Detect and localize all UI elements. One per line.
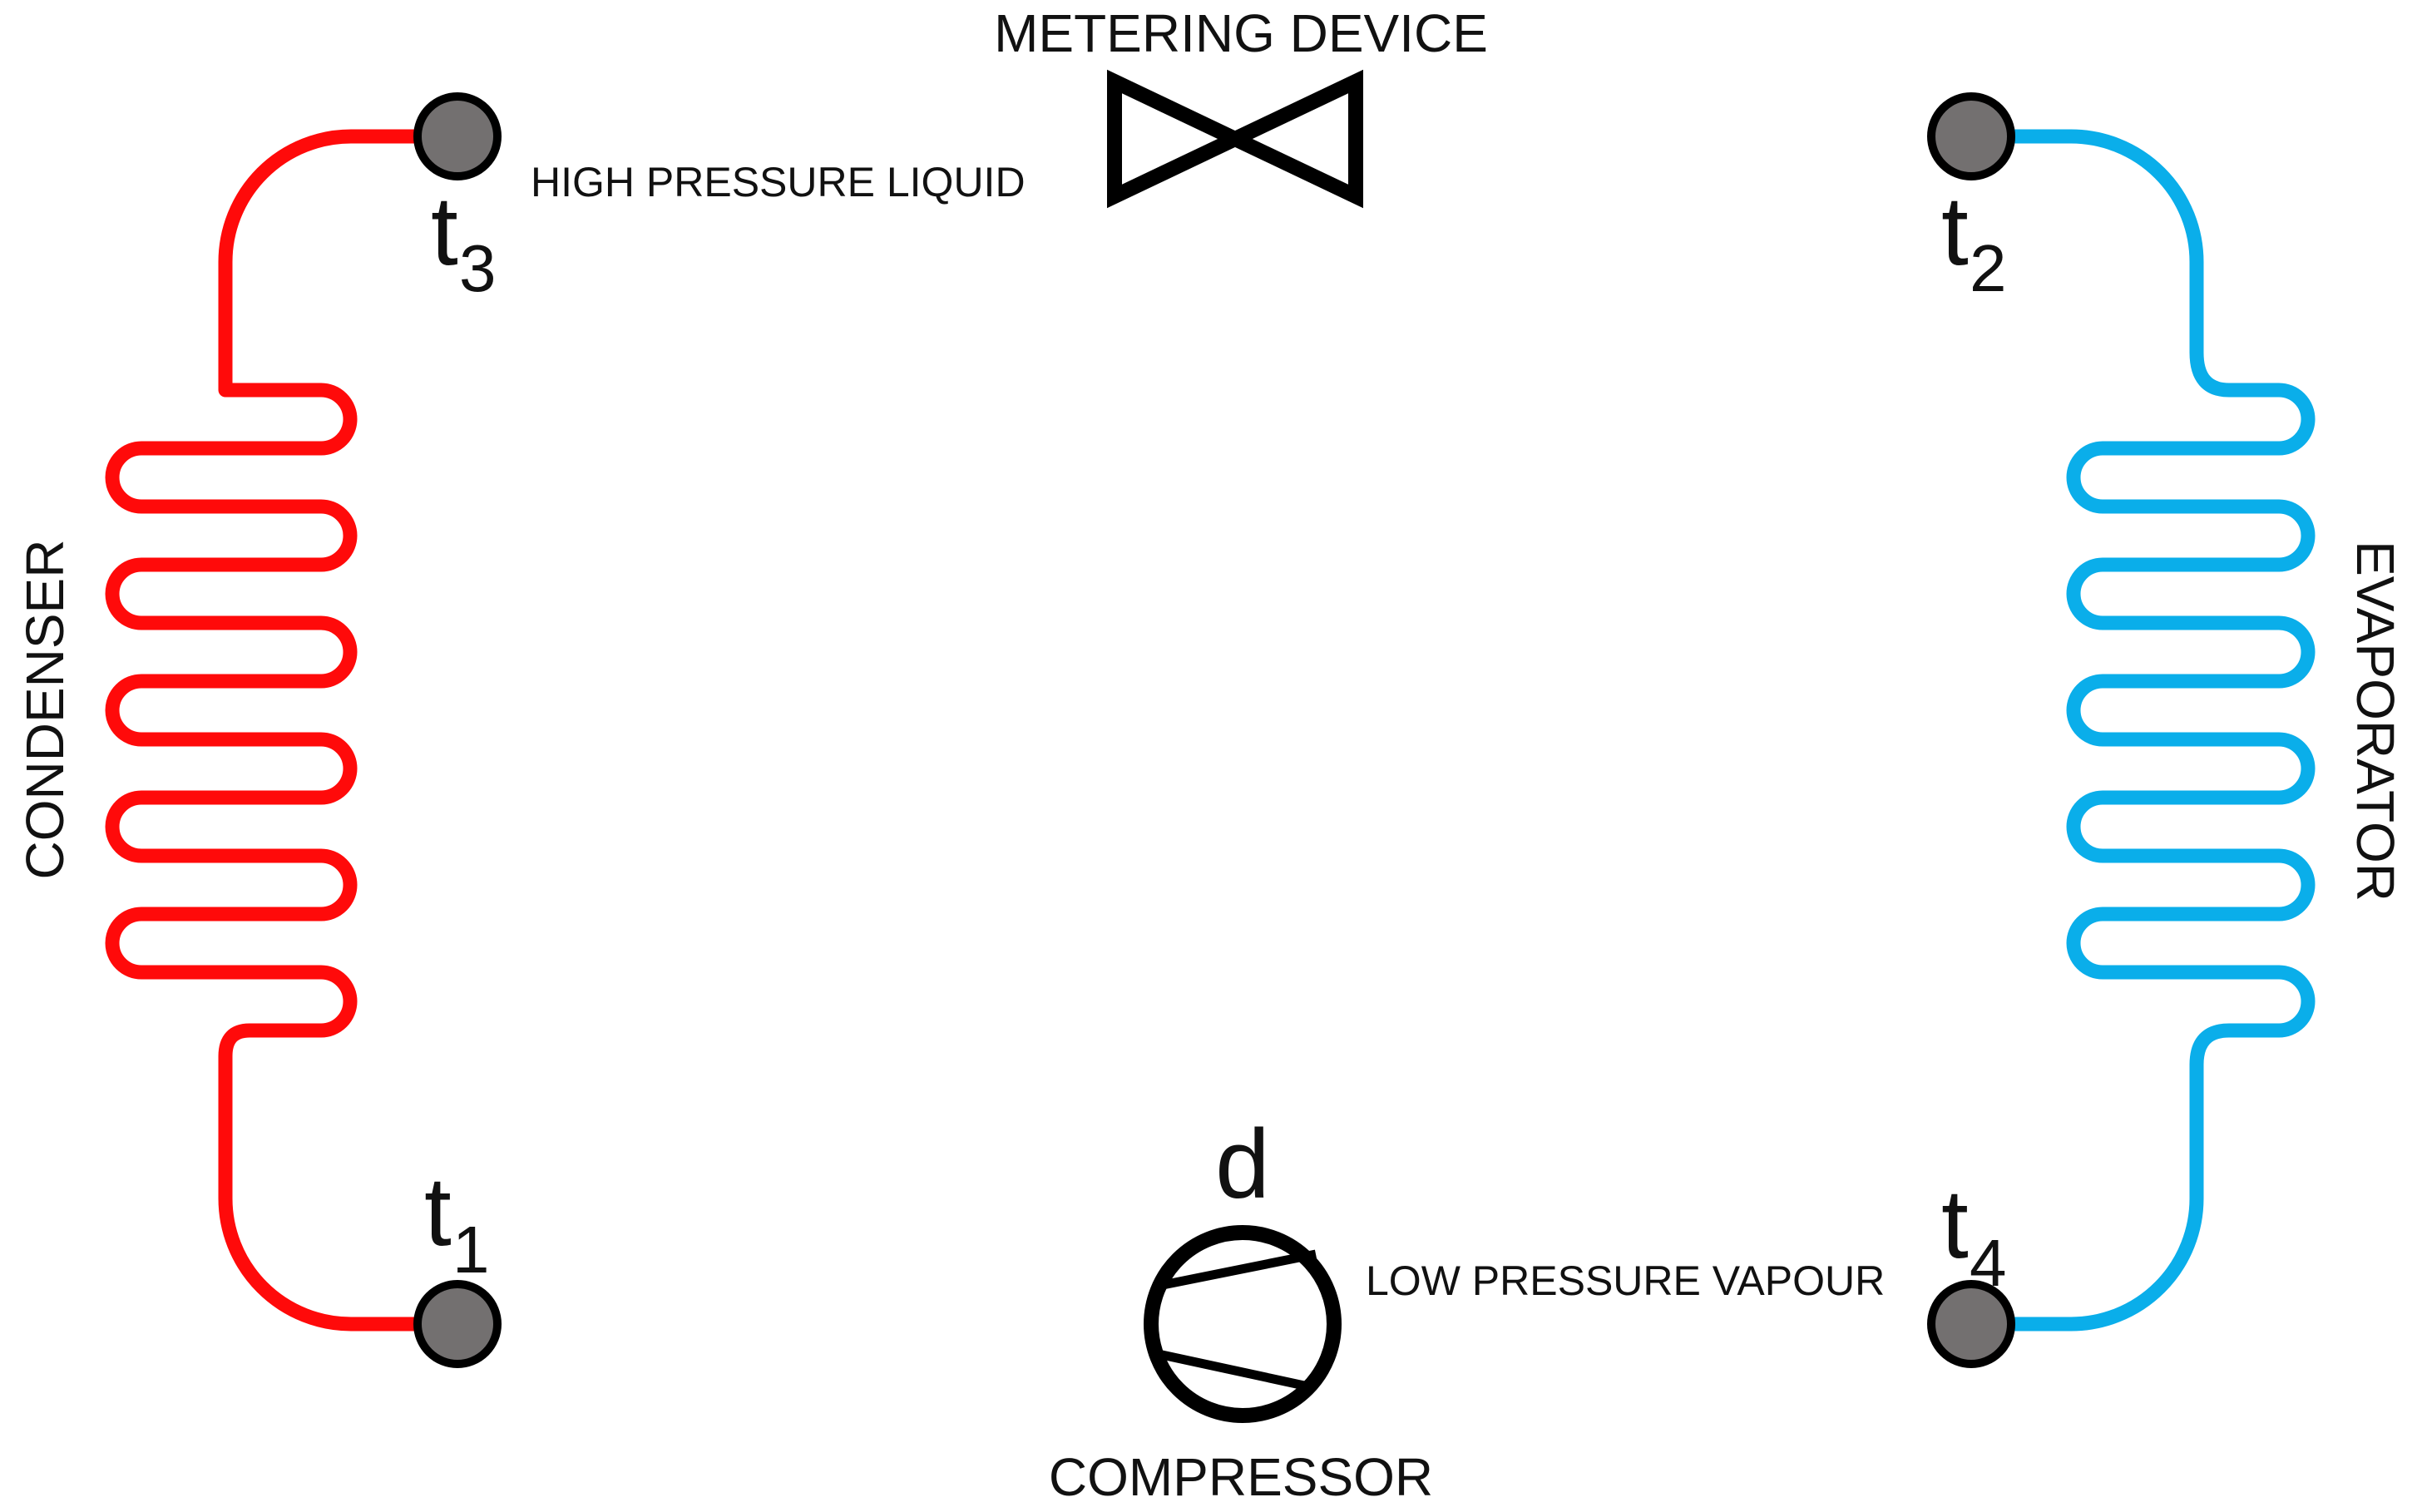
- metering-device-valve: [1107, 69, 1363, 209]
- point-label-t3: t 3: [431, 176, 497, 305]
- t2-main: t: [1941, 176, 1969, 286]
- high-pressure-liquid-label: HIGH PRESSURE LIQUID: [531, 159, 1026, 205]
- metering-device-label: METERING DEVICE: [994, 3, 1488, 63]
- compressor-d-label: d: [1215, 1109, 1270, 1219]
- t1-sub: 1: [452, 1213, 490, 1287]
- point-label-t1: t 1: [424, 1157, 490, 1287]
- valve-symbol: [1107, 69, 1363, 209]
- compressor-line-lower: [1153, 1348, 1306, 1391]
- t2-sub: 2: [1970, 231, 2007, 305]
- point-label-t4: t 4: [1941, 1169, 2007, 1300]
- t4-sub: 4: [1970, 1226, 2007, 1300]
- condenser-coil: [105, 129, 465, 1332]
- t3-sub: 3: [459, 231, 497, 305]
- compressor-line-upper: [1161, 1249, 1317, 1290]
- sensor-t4: [1927, 1280, 2015, 1368]
- sensor-points: [413, 92, 2015, 1368]
- evaporator-coil: [1955, 129, 2316, 1332]
- point-label-t2: t 2: [1941, 176, 2007, 305]
- compressor-label: COMPRESSOR: [1049, 1447, 1433, 1507]
- sensor-t1: [413, 1280, 502, 1368]
- condenser-label: CONDENSER: [15, 540, 75, 880]
- low-pressure-vapour-label: LOW PRESSURE VAPOUR: [1366, 1258, 1885, 1304]
- hot-refrigerant-line: [105, 129, 1147, 1332]
- sensor-t2: [1927, 92, 2015, 180]
- cold-refrigerant-line: [1340, 129, 2316, 1332]
- compressor: [1144, 1225, 1342, 1423]
- evaporator-label: EVAPORATOR: [2345, 541, 2405, 902]
- t3-main: t: [431, 176, 458, 286]
- sensor-t3: [413, 92, 502, 180]
- t4-main: t: [1941, 1169, 1969, 1279]
- t1-main: t: [424, 1157, 452, 1267]
